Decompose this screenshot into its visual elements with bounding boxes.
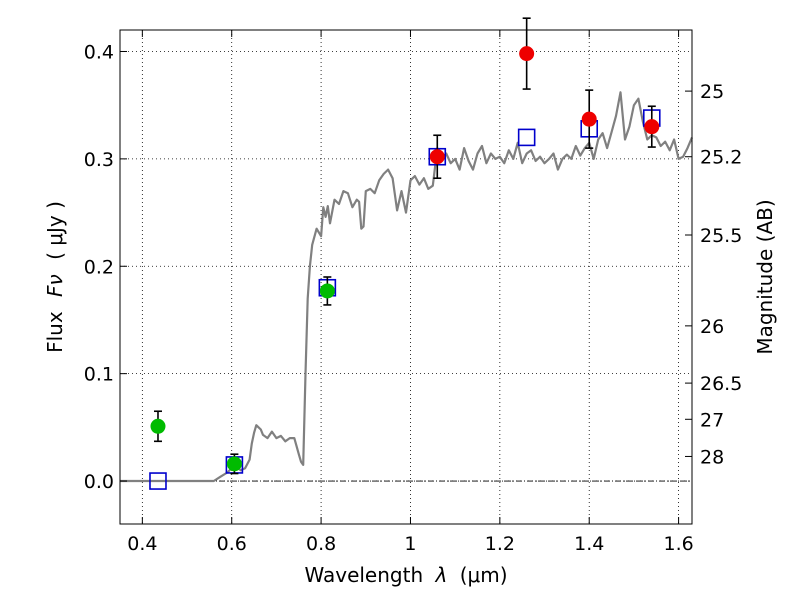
model-photometry-layer <box>149 109 661 490</box>
near-ir-detection-point <box>581 111 597 127</box>
magnitude-tick-label: 27 <box>700 409 724 431</box>
optical-detection-point <box>150 418 166 434</box>
magnitude-tick-label: 26.5 <box>700 373 742 395</box>
detection-layer <box>150 46 660 472</box>
magnitude-tick-label: 26 <box>700 316 724 338</box>
sed-line-layer <box>120 91 694 483</box>
magnitude-tick-label: 28 <box>700 446 724 468</box>
y-tick-label: 0.2 <box>84 256 114 278</box>
magnitude-tick-label: 25.2 <box>700 147 742 169</box>
optical-detection-point <box>226 456 242 472</box>
near-ir-detection-point <box>429 149 445 165</box>
near-ir-detection-point <box>644 119 660 135</box>
magnitude-axis-label: Magnitude (AB) <box>753 199 777 354</box>
sed-model-line <box>120 91 694 483</box>
y-tick-label: 0.3 <box>84 149 114 171</box>
magnitude-tick-label: 25.5 <box>700 225 742 247</box>
y-tick-label: 0.4 <box>84 41 114 63</box>
y-tick-label: 0.0 <box>84 471 114 493</box>
axis-ticks: 0.4 0.6 0.8 1 1.2 1.4 1.6 0.0 0.1 0.2 0.3 0.4 25 25.2… <box>84 30 742 555</box>
x-tick-label: 0.6 <box>217 533 247 555</box>
error-bar-layer <box>153 17 656 475</box>
x-tick-label: 1.2 <box>485 533 515 555</box>
model-photometry-square <box>149 472 167 490</box>
optical-detection-point <box>319 283 335 299</box>
magnitude-tick-label: 25 <box>700 81 724 103</box>
x-tick-label: 1.6 <box>663 533 693 555</box>
y-tick-label: 0.1 <box>84 364 114 386</box>
plot-frame <box>119 29 693 525</box>
x-tick-label: 1.4 <box>574 533 604 555</box>
x-axis-label: Wavelength λ (μm) <box>304 563 507 587</box>
x-tick-label: 0.8 <box>306 533 336 555</box>
model-photometry-square <box>517 128 536 147</box>
x-tick-label: 0.4 <box>127 533 157 555</box>
near-ir-detection-point <box>519 46 535 62</box>
y-axis-label: Flux Fν ( μJy ) <box>43 201 67 353</box>
x-tick-label: 1 <box>404 533 416 555</box>
grid <box>120 30 692 524</box>
